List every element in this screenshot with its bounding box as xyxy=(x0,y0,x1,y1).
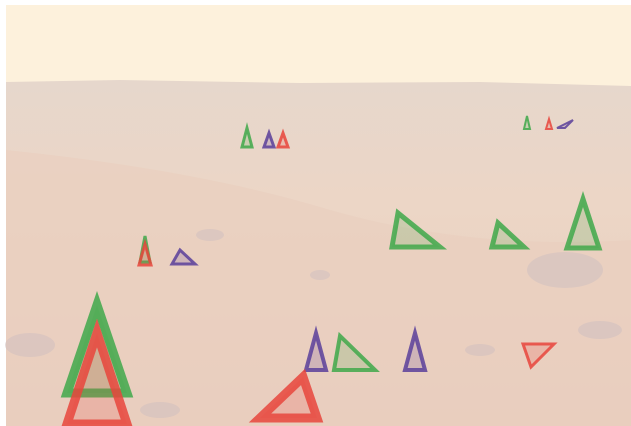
marker xyxy=(522,115,532,130)
marker xyxy=(520,342,558,370)
markers xyxy=(60,115,603,426)
foreground xyxy=(6,150,631,426)
marker xyxy=(331,331,380,372)
marker xyxy=(61,318,133,426)
marker xyxy=(488,218,531,250)
marker xyxy=(240,122,254,149)
marker xyxy=(389,208,448,250)
rocks xyxy=(5,229,622,418)
marker xyxy=(275,128,291,149)
marker xyxy=(402,325,428,372)
marker xyxy=(303,325,329,372)
marker xyxy=(556,119,574,129)
marker xyxy=(248,368,324,423)
marker xyxy=(563,190,603,251)
marker xyxy=(544,115,554,130)
marker xyxy=(137,238,153,267)
marker xyxy=(261,128,277,149)
marker xyxy=(169,247,199,266)
